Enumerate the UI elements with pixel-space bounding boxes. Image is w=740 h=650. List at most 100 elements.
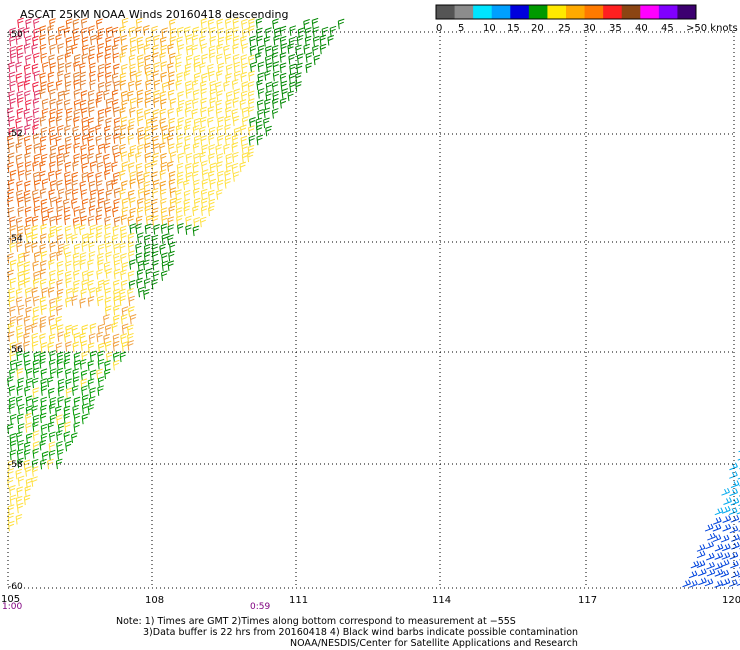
- wind-barb: [287, 90, 295, 102]
- wind-barb: [39, 333, 46, 344]
- wind-barb: [201, 169, 209, 180]
- wind-barb: [288, 72, 296, 84]
- wind-barb: [55, 197, 63, 208]
- wind-barb: [79, 297, 86, 309]
- wind-barb: [56, 430, 63, 441]
- wind-barb: [273, 34, 280, 46]
- wind-barb: [39, 115, 47, 127]
- wind-barb: [39, 43, 47, 55]
- wind-barb: [48, 232, 55, 243]
- wind-barb: [15, 324, 23, 336]
- wind-barb: [175, 124, 183, 135]
- wind-barb: [176, 162, 184, 174]
- wind-barb: [49, 18, 56, 29]
- wind-barb: [39, 135, 47, 147]
- wind-barb: [40, 458, 47, 470]
- wind-barb: [185, 215, 192, 226]
- wind-barb: [263, 36, 271, 47]
- wind-barbs: [7, 17, 740, 588]
- wind-barb: [144, 97, 152, 108]
- wind-barb: [144, 125, 152, 137]
- wind-barb: [16, 162, 24, 173]
- wind-barb: [713, 517, 722, 525]
- wind-barb: [303, 19, 310, 30]
- wind-barb: [729, 579, 738, 587]
- wind-barb: [167, 161, 174, 172]
- wind-barb: [217, 116, 224, 127]
- wind-barb: [159, 169, 167, 180]
- wind-barb: [32, 81, 39, 93]
- wind-barb: [7, 142, 15, 153]
- wind-barb: [73, 79, 80, 90]
- wind-barb: [24, 161, 32, 172]
- wind-barb: [169, 98, 177, 109]
- wind-barb: [95, 124, 102, 135]
- wind-barb: [145, 214, 153, 226]
- wind-barb: [208, 70, 215, 82]
- wind-barb: [327, 35, 335, 46]
- wind-barb: [729, 525, 739, 534]
- wind-barb: [176, 36, 184, 47]
- wind-barb: [736, 579, 740, 586]
- wind-barb: [272, 18, 279, 29]
- wind-barb: [153, 79, 161, 91]
- wind-barb: [63, 331, 71, 343]
- wind-barb: [39, 188, 47, 199]
- wind-barb: [216, 53, 223, 64]
- wind-barb: [208, 144, 216, 155]
- wind-barb: [49, 180, 57, 191]
- wind-barb: [25, 169, 32, 181]
- wind-barb: [185, 34, 193, 45]
- wind-barb: [104, 340, 112, 352]
- wind-barb: [89, 350, 97, 362]
- wind-barb: [120, 34, 128, 46]
- wind-barb: [136, 89, 144, 101]
- wind-barb: [112, 206, 119, 218]
- wind-barb: [111, 234, 119, 245]
- color-bar-swatch: [658, 5, 678, 19]
- wind-barb: [17, 206, 25, 217]
- wind-barb: [89, 323, 97, 334]
- wind-barb: [95, 152, 103, 164]
- wind-barb: [40, 260, 47, 271]
- wind-barb: [721, 552, 731, 560]
- wind-barb: [231, 162, 239, 174]
- wind-barb: [87, 279, 94, 291]
- wind-barb: [65, 18, 73, 29]
- wind-barb: [736, 507, 740, 515]
- wind-barb: [151, 198, 158, 210]
- wind-barb: [95, 135, 103, 146]
- wind-barb: [79, 180, 87, 192]
- wind-barb: [216, 90, 223, 101]
- wind-barb: [65, 107, 73, 119]
- wind-barb: [105, 117, 112, 128]
- wind-barb: [265, 45, 272, 57]
- wind-barb: [81, 116, 89, 128]
- wind-barb: [183, 189, 191, 201]
- wind-barb: [47, 376, 54, 388]
- wind-barb: [15, 395, 23, 407]
- wind-barb: [128, 279, 136, 291]
- color-bar-swatch: [510, 5, 530, 19]
- wind-barb: [185, 162, 192, 174]
- wind-barb: [72, 287, 79, 298]
- wind-barb: [97, 71, 105, 83]
- wind-barb: [239, 99, 247, 110]
- wind-barb: [103, 314, 110, 325]
- color-bar-label: >50 knots: [686, 23, 738, 34]
- wind-barb: [8, 403, 16, 414]
- wind-barb: [47, 286, 55, 298]
- wind-barb: [145, 70, 153, 81]
- wind-barb: [73, 352, 81, 363]
- wind-barb: [81, 36, 89, 47]
- color-bar-label: 40: [635, 23, 648, 34]
- wind-barb: [104, 215, 111, 227]
- wind-barb: [33, 171, 40, 183]
- wind-barb: [248, 25, 255, 36]
- wind-barb: [87, 135, 94, 147]
- wind-barb: [151, 187, 159, 199]
- wind-barb: [81, 125, 89, 136]
- wind-barb: [64, 81, 72, 92]
- wind-barb: [312, 26, 320, 37]
